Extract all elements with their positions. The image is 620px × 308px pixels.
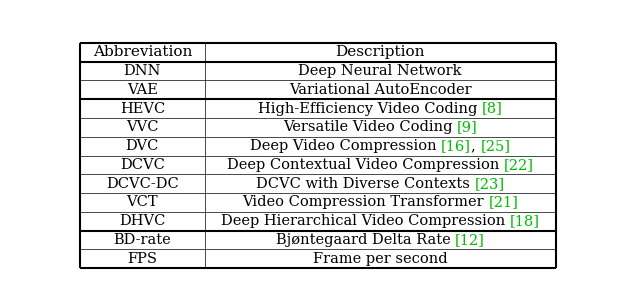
Text: [8]: [8] (482, 102, 503, 116)
Text: DHVC: DHVC (119, 214, 166, 228)
Text: [25]: [25] (480, 139, 510, 153)
Text: [9]: [9] (457, 120, 477, 134)
Text: BD-rate: BD-rate (113, 233, 171, 247)
Text: FPS: FPS (127, 252, 157, 266)
Text: Frame per second: Frame per second (313, 252, 448, 266)
Text: HEVC: HEVC (120, 102, 165, 116)
Text: Deep Video Compression: Deep Video Compression (250, 139, 441, 153)
Text: Deep Contextual Video Compression: Deep Contextual Video Compression (227, 158, 503, 172)
Text: Abbreviation: Abbreviation (92, 45, 192, 59)
Text: [16]: [16] (441, 139, 471, 153)
Text: DCVC-DC: DCVC-DC (106, 177, 179, 191)
Text: VAE: VAE (127, 83, 158, 97)
Text: Deep Neural Network: Deep Neural Network (298, 64, 462, 78)
Text: Bjøntegaard Delta Rate: Bjøntegaard Delta Rate (276, 233, 455, 247)
Text: DCVC: DCVC (120, 158, 165, 172)
Text: ,: , (471, 139, 480, 153)
Text: VCT: VCT (126, 196, 158, 209)
Text: DVC: DVC (126, 139, 159, 153)
Text: [23]: [23] (474, 177, 505, 191)
Text: Deep Hierarchical Video Compression: Deep Hierarchical Video Compression (221, 214, 510, 228)
Text: DNN: DNN (123, 64, 161, 78)
Text: VVC: VVC (126, 120, 159, 134)
Text: Versatile Video Coding: Versatile Video Coding (283, 120, 457, 134)
Text: Variational AutoEncoder: Variational AutoEncoder (289, 83, 472, 97)
Text: [12]: [12] (455, 233, 485, 247)
Text: Video Compression Transformer: Video Compression Transformer (242, 196, 489, 209)
Text: DCVC with Diverse Contexts: DCVC with Diverse Contexts (256, 177, 474, 191)
Text: High-Efficiency Video Coding: High-Efficiency Video Coding (258, 102, 482, 116)
Text: [21]: [21] (489, 196, 518, 209)
Text: [22]: [22] (503, 158, 534, 172)
Text: [18]: [18] (510, 214, 539, 228)
Text: Description: Description (335, 45, 425, 59)
